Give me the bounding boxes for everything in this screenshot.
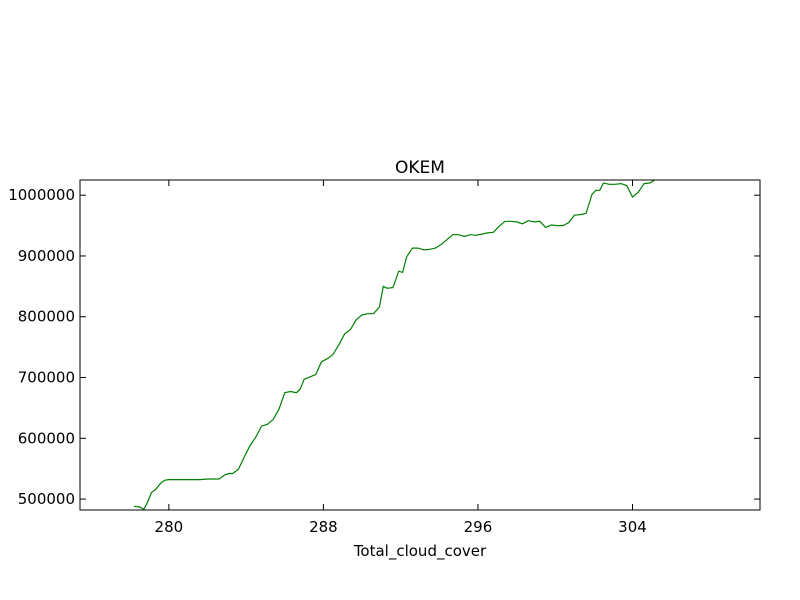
y-tick-label: 700000 — [18, 369, 75, 387]
series-line-0 — [134, 180, 656, 510]
y-tick-label: 1000000 — [8, 186, 75, 204]
x-tick-label: 280 — [155, 518, 184, 536]
x-axis-label: Total_cloud_cover — [353, 542, 487, 561]
plot-frame — [79, 179, 761, 511]
x-tick-label: 296 — [464, 518, 493, 536]
plot-area — [134, 180, 656, 510]
y-tick-label: 800000 — [18, 308, 75, 326]
x-axis-ticks: 280 288 296 304 — [155, 180, 647, 536]
y-tick-label: 900000 — [18, 247, 75, 265]
x-tick-label: 304 — [618, 518, 647, 536]
x-tick-label: 288 — [309, 518, 338, 536]
y-tick-label: 500000 — [18, 490, 75, 508]
chart-title: OKEM — [395, 158, 445, 178]
y-axis-ticks: 500000 600000 700000 800000 900000 1000000 — [8, 186, 760, 508]
y-tick-label: 600000 — [18, 429, 75, 447]
